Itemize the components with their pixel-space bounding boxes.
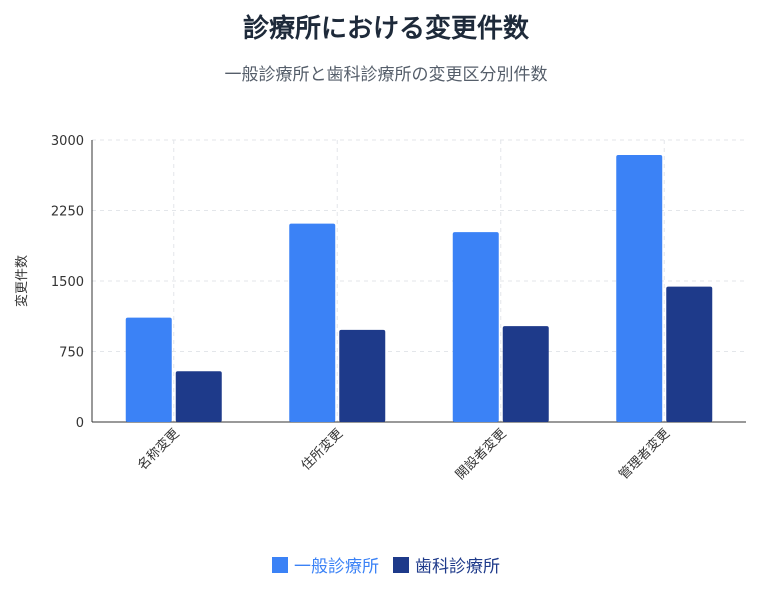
bar-dental <box>339 329 386 422</box>
legend-swatch-general <box>272 556 288 573</box>
chart-legend: 一般診療所 歯科診療所 <box>0 552 772 577</box>
y-tick-label: 2250 <box>51 205 84 220</box>
bar-dental <box>502 326 549 422</box>
bar-dental <box>666 286 713 422</box>
legend-item-dental[interactable]: 歯科診療所 <box>393 552 500 577</box>
chart-title: 診療所における変更件数 <box>242 14 529 44</box>
x-tick-label: 名称変更 <box>134 426 182 474</box>
legend-label-dental: 歯科診療所 <box>415 557 500 577</box>
bar-general <box>452 232 499 422</box>
legend-item-general[interactable]: 一般診療所 <box>272 552 379 577</box>
x-tick-label: 住所変更 <box>298 426 346 474</box>
x-tick-label: 管理者変更 <box>616 426 673 483</box>
x-tick-label: 開設者変更 <box>452 426 509 483</box>
bar-general <box>289 223 336 422</box>
legend-label-general: 一般診療所 <box>294 557 379 577</box>
y-tick-label: 3000 <box>51 134 84 149</box>
bar-dental <box>175 371 222 422</box>
bar-general <box>616 155 663 423</box>
y-tick-label: 1500 <box>51 275 84 290</box>
legend-swatch-dental <box>393 556 409 573</box>
bar-general <box>125 317 172 422</box>
y-tick-label: 0 <box>76 416 84 431</box>
y-tick-label: 750 <box>59 346 84 361</box>
chart-subtitle: 一般診療所と歯科診療所の変更区分別件数 <box>224 65 548 85</box>
y-axis-label: 変更件数 <box>14 255 30 307</box>
